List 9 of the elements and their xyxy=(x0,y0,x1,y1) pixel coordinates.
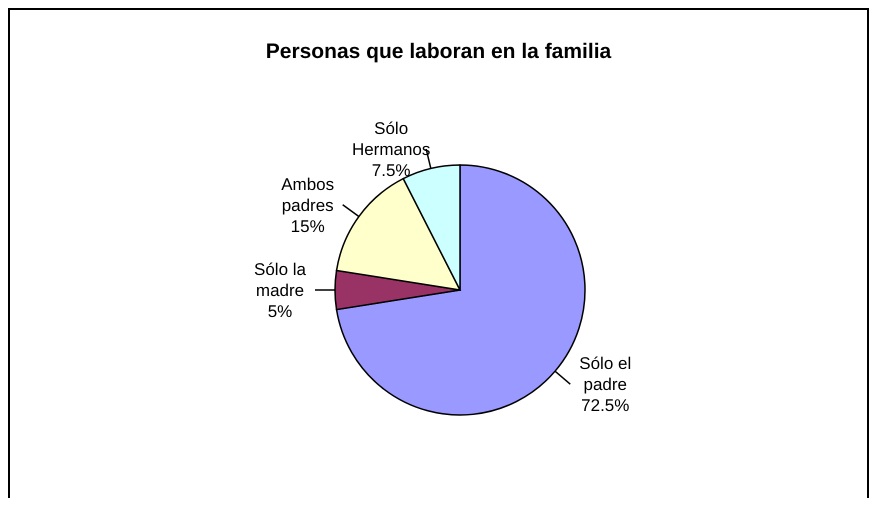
slice-label: Sólo la madre xyxy=(254,260,307,300)
data-label: 7.5% xyxy=(372,161,411,180)
data-label: 5% xyxy=(268,302,292,321)
chart-title: Personas que laboran en la familia xyxy=(264,40,612,64)
data-label: 15% xyxy=(290,216,325,236)
slice-label: Ambos padres xyxy=(281,174,334,215)
data-label: 72.5% xyxy=(581,396,630,416)
slice-label: Sólo el padre xyxy=(579,354,632,394)
slice-label: Sólo Hermanos xyxy=(352,119,430,160)
